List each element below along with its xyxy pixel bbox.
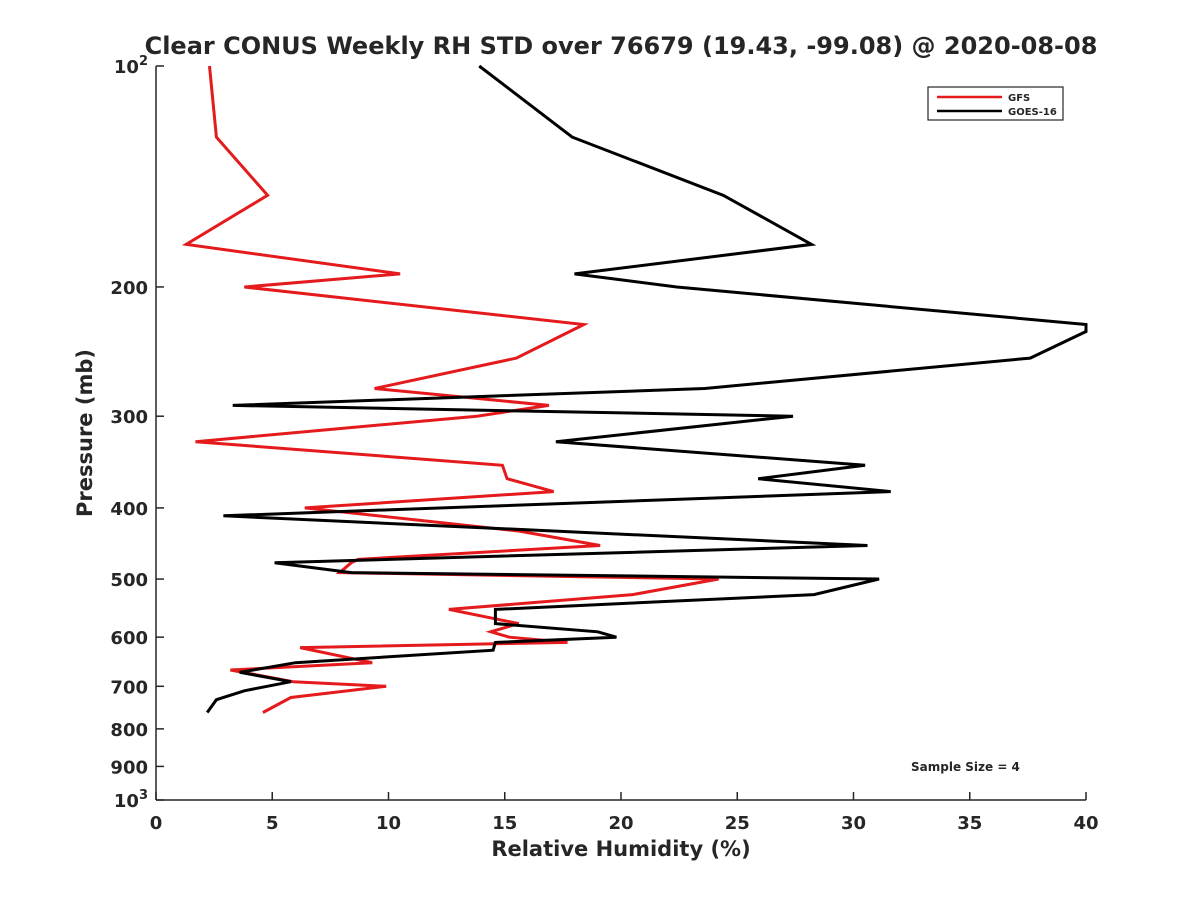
x-tick-label: 0 (150, 813, 163, 834)
legend-label-gfs: GFS (1008, 93, 1030, 104)
y-tick-label: 200 (110, 278, 148, 299)
x-ticks: 0 5 10 15 20 25 30 35 40 (150, 792, 1099, 834)
x-tick-label: 30 (841, 813, 866, 834)
y-tick-label: 300 (110, 407, 148, 428)
x-tick-label: 35 (957, 813, 982, 834)
x-tick-label: 15 (492, 813, 517, 834)
x-tick-label: 25 (725, 813, 750, 834)
legend: GFS GOES-16 (927, 86, 1064, 121)
legend-label-goes16: GOES-16 (1008, 107, 1057, 118)
y-tick-label: 700 (110, 677, 148, 698)
y-axis-label: Pressure (mb) (73, 349, 97, 517)
y-tick-label: 500 (110, 570, 148, 591)
x-tick-label: 40 (1073, 813, 1098, 834)
y-ticks: 102 200 300 400 500 600 700 800 900 103 (110, 54, 164, 812)
x-tick-label: 5 (266, 813, 279, 834)
y-tick-label: 900 (110, 757, 148, 778)
x-axis-label: Relative Humidity (%) (491, 837, 750, 861)
chart-title: Clear CONUS Weekly RH STD over 76679 (19… (145, 32, 1098, 60)
x-tick-label: 10 (376, 813, 401, 834)
legend-box (927, 86, 1064, 121)
y-tick-label: 400 (110, 499, 148, 520)
x-tick-label: 20 (608, 813, 633, 834)
series-line-gfs (181, 65, 719, 714)
y-tick-label: 600 (110, 628, 148, 649)
y-tick-label: 102 (114, 54, 148, 78)
plot-area: 0 5 10 15 20 25 30 35 40 102 200 300 400 500 600 700 80… (110, 54, 1098, 834)
series-lines (181, 64, 1088, 714)
y-tick-label: 103 (114, 788, 148, 812)
series-line-goes16 (205, 64, 1088, 714)
y-tick-label: 800 (110, 720, 148, 741)
sample-size-annotation: Sample Size = 4 (911, 760, 1020, 774)
